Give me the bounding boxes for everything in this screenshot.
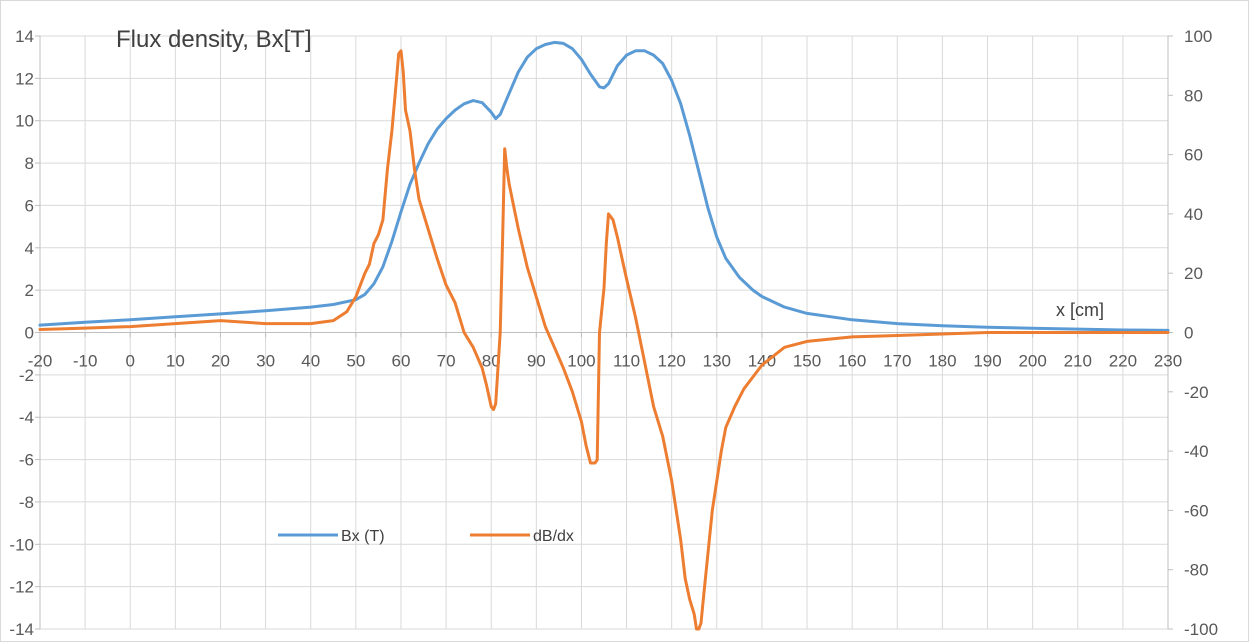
x-tick-label: 30	[256, 352, 275, 371]
x-tick-label: 100	[567, 352, 595, 371]
y-tick-label: -4	[19, 408, 34, 427]
x-tick-label: 110	[613, 352, 640, 371]
y-tick-label: 14	[15, 27, 34, 46]
y2-tick-label: -100	[1184, 620, 1218, 639]
y-tick-label: 12	[15, 69, 34, 88]
y2-tick-label: -60	[1184, 501, 1209, 520]
y-tick-label: 8	[25, 154, 34, 173]
series-layer	[38, 40, 1170, 631]
y2-tick-label: -80	[1184, 561, 1209, 580]
x-tick-label: 90	[527, 352, 546, 371]
series-line-bx	[38, 40, 1170, 332]
y2-tick-label: 80	[1184, 86, 1203, 105]
y2-tick-label: 60	[1184, 146, 1203, 165]
axis-layer: -20 -10 0 10 20 30 40 50 60 70 80 90 100 110 120 130 140…	[9, 27, 1218, 639]
series-line-dbdx	[38, 49, 1170, 631]
y-tick-label: -12	[9, 578, 34, 597]
x-tick-label: 180	[928, 352, 956, 371]
y-tick-label: 10	[15, 112, 34, 131]
chart-title: Flux density, Bx[T]	[116, 26, 312, 53]
legend-label-bx: Bx (T)	[341, 528, 385, 545]
label-layer: Flux density, Bx[T] x [cm]	[116, 26, 1104, 320]
x-tick-label: -10	[73, 352, 98, 371]
x-tick-label: 10	[166, 352, 185, 371]
y2-tick-label: 100	[1184, 27, 1212, 46]
y-tick-label: -6	[19, 451, 34, 470]
y-tick-label: 0	[25, 324, 34, 343]
x-tick-label: 210	[1064, 352, 1092, 371]
y-tick-label: 4	[25, 239, 34, 258]
y-tick-label: -2	[19, 366, 34, 385]
x-tick-label: 70	[437, 352, 456, 371]
x-tick-label: 160	[838, 352, 866, 371]
x-tick-label: 190	[973, 352, 1001, 371]
x-tick-label: 120	[657, 352, 685, 371]
x-tick-label: -20	[28, 352, 53, 371]
y-tick-label: -14	[9, 620, 34, 639]
x-tick-label: 200	[1018, 352, 1046, 371]
y2-tick-label: -40	[1184, 442, 1209, 461]
legend: Bx (T) dB/dx	[278, 528, 574, 545]
y2-tick-label: 20	[1184, 264, 1203, 283]
y-tick-label: 6	[25, 196, 34, 215]
x-tick-label: 80	[482, 352, 501, 371]
x-tick-label: 230	[1154, 352, 1182, 371]
y2-tick-label: 0	[1184, 324, 1193, 343]
x-tick-label: 60	[391, 352, 410, 371]
x-tick-label: 150	[793, 352, 821, 371]
x-tick-label: 20	[211, 352, 230, 371]
x-tick-label: 50	[346, 352, 365, 371]
y-tick-label: -10	[9, 535, 34, 554]
y-tick-label: -8	[19, 493, 34, 512]
x-axis-title: x [cm]	[1056, 300, 1104, 320]
x-tick-label: 140	[748, 352, 776, 371]
x-tick-label: 0	[126, 352, 135, 371]
y-tick-label: 2	[25, 281, 34, 300]
y2-tick-label: 40	[1184, 205, 1203, 224]
x-tick-label: 130	[703, 352, 731, 371]
x-tick-label: 40	[301, 352, 320, 371]
x-tick-label: 220	[1109, 352, 1137, 371]
legend-label-dbdx: dB/dx	[533, 528, 574, 545]
x-tick-label: 170	[883, 352, 911, 371]
y2-tick-label: -20	[1184, 383, 1209, 402]
